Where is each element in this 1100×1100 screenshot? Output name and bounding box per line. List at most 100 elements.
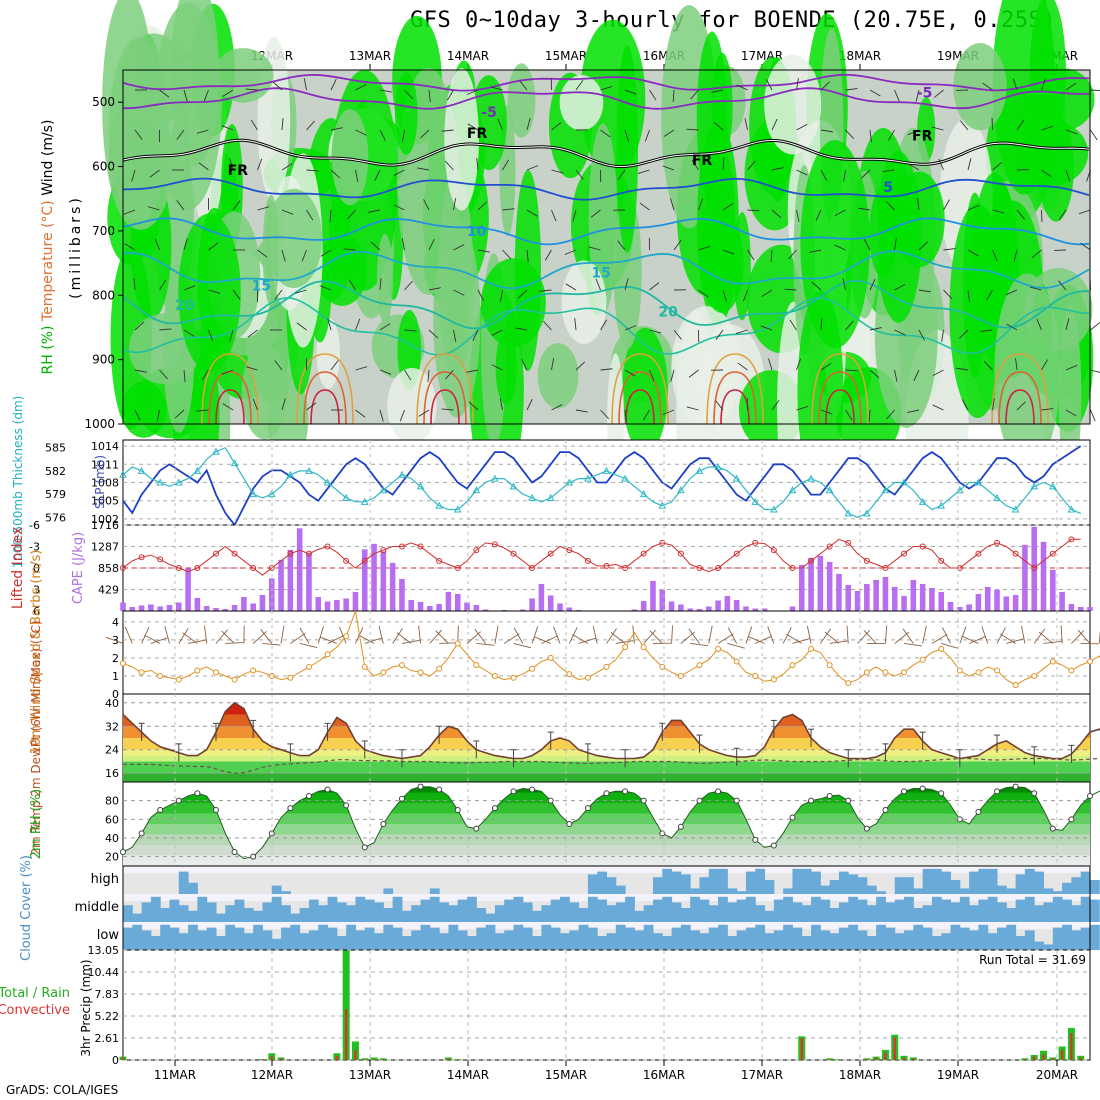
wind-speed-point: [287, 674, 294, 681]
cloud-cell: [792, 902, 803, 922]
contour-label: FR: [228, 163, 249, 179]
wind-barb-10m: [317, 626, 324, 644]
rh-point: [157, 807, 164, 813]
cloud-cell: [941, 933, 952, 950]
cloud-cell: [1071, 930, 1082, 950]
cloud-cell: [783, 896, 793, 922]
thickness-point: [1011, 505, 1020, 513]
wind-barb-10m: [378, 625, 384, 644]
wind-barb: [401, 238, 405, 251]
cape-bar: [501, 609, 508, 611]
cloud-cell: [838, 927, 849, 950]
wind-barb-10m: [747, 636, 765, 644]
wind-barb: [742, 289, 748, 302]
cloud-cell: [764, 880, 775, 894]
li-point: [584, 557, 591, 564]
wind-barb: [886, 409, 895, 420]
date-label-top: 13MAR: [349, 49, 391, 63]
thickness-point: [398, 470, 406, 478]
cloud-cell: [652, 899, 663, 922]
wind-barb-10m: [671, 625, 673, 644]
wind-speed-point: [975, 669, 982, 676]
wind-barb: [245, 88, 258, 91]
date-label-bottom: 12MAR: [251, 1068, 293, 1082]
temp-band: [123, 761, 1090, 774]
wind-barb: [348, 279, 356, 291]
cloud-cell: [1034, 905, 1045, 922]
temperature-contour: [122, 296, 1090, 356]
wind-barb-10m: [708, 625, 713, 644]
wind-barb-10m: [299, 643, 318, 648]
wind-barb-10m: [688, 628, 700, 644]
wind-barb: [427, 369, 430, 382]
cape-bar: [380, 551, 387, 611]
cloud-cell: [959, 888, 970, 894]
wind-barb-10m: [819, 628, 832, 644]
wind-barb: [967, 249, 979, 257]
temp-ylabel: 2m Temp 2m DewPt (6hr Min/Max) (°C): [29, 620, 43, 855]
wind-barb-10m: [150, 637, 169, 644]
thickness-point: [602, 466, 611, 474]
wind-barb: [771, 167, 784, 171]
wind-barb-10m: [884, 625, 888, 644]
cloud-cell: [346, 924, 356, 950]
wind-barb: [768, 358, 773, 371]
warm-contour: [611, 353, 669, 425]
wind-barb: [329, 209, 332, 222]
wind-barb: [232, 200, 241, 211]
wind-barb: [296, 322, 307, 331]
wind-barb: [418, 409, 430, 417]
wind-barb: [347, 209, 356, 220]
wind-barb: [869, 327, 882, 331]
thickness-point: [788, 486, 797, 494]
wind-barb: [404, 280, 413, 291]
rh-point: [1087, 793, 1093, 799]
wind-barb: [159, 89, 170, 98]
li-line: [122, 538, 1081, 576]
wind-barb-10m: [903, 643, 922, 647]
upper-air-panel: 500 600 700 800 900 1000 -5 -5 FR FR FR FR 5 10 15 15 20…: [40, 0, 1100, 532]
upper-air-ylabel-text: RH (%) Temperature (°C) Wind (m/s): [40, 120, 56, 375]
precip-ylabel: 3hr Precip (mm): [79, 959, 93, 1056]
rh-point: [622, 788, 629, 795]
rh-point: [491, 805, 498, 812]
cloud-cell: [429, 927, 440, 950]
wind-barb: [845, 129, 855, 139]
cape-bar: [1087, 606, 1093, 611]
precip-panel: 0 2.61 5.22 7.83 10.44 13.05 Run Total = 31.69…: [0, 944, 1091, 1067]
cloud-cell: [820, 885, 831, 894]
wind-barb: [809, 249, 822, 253]
cape-bar: [175, 602, 182, 611]
wind-barb-10m: [863, 630, 877, 644]
li-point: [287, 550, 294, 557]
wind-barb-10m: [1071, 630, 1085, 644]
li-tick-label: 3: [33, 584, 40, 597]
wind-barb-10m: [396, 632, 412, 644]
contour-label: 20: [175, 298, 195, 314]
temp-tick-label: 24: [105, 744, 119, 757]
wind-barb-10m: [643, 629, 657, 644]
wind-barb: [747, 249, 755, 261]
cape-bar: [733, 599, 740, 611]
wind-speed-point: [994, 667, 1001, 674]
wind-barb-10m: [262, 643, 281, 646]
wind-barb-10m: [610, 632, 626, 644]
rh-blob: [700, 212, 744, 313]
wind-barb: [355, 318, 361, 331]
rh-blob: [1058, 305, 1082, 484]
rh-blob: [1021, 121, 1089, 185]
date-label-bottom: 17MAR: [741, 1068, 783, 1082]
cloud-cell: [150, 896, 161, 922]
cloud-cell: [848, 896, 859, 922]
wind-barb: [690, 89, 699, 100]
wind-tick-label: 1: [112, 670, 119, 683]
li-point: [826, 543, 833, 550]
cape-bar: [529, 598, 535, 611]
wind-barb: [1029, 286, 1042, 291]
cloud-cell: [411, 930, 422, 950]
wind-barb-10m: [1021, 625, 1026, 644]
rh-blob: [514, 169, 542, 372]
wind-barb-10m: [961, 635, 979, 644]
wind-ylabel-text: 10m Wind Speed & Barbs (m/s): [29, 550, 44, 755]
wind-barb: [932, 404, 944, 411]
